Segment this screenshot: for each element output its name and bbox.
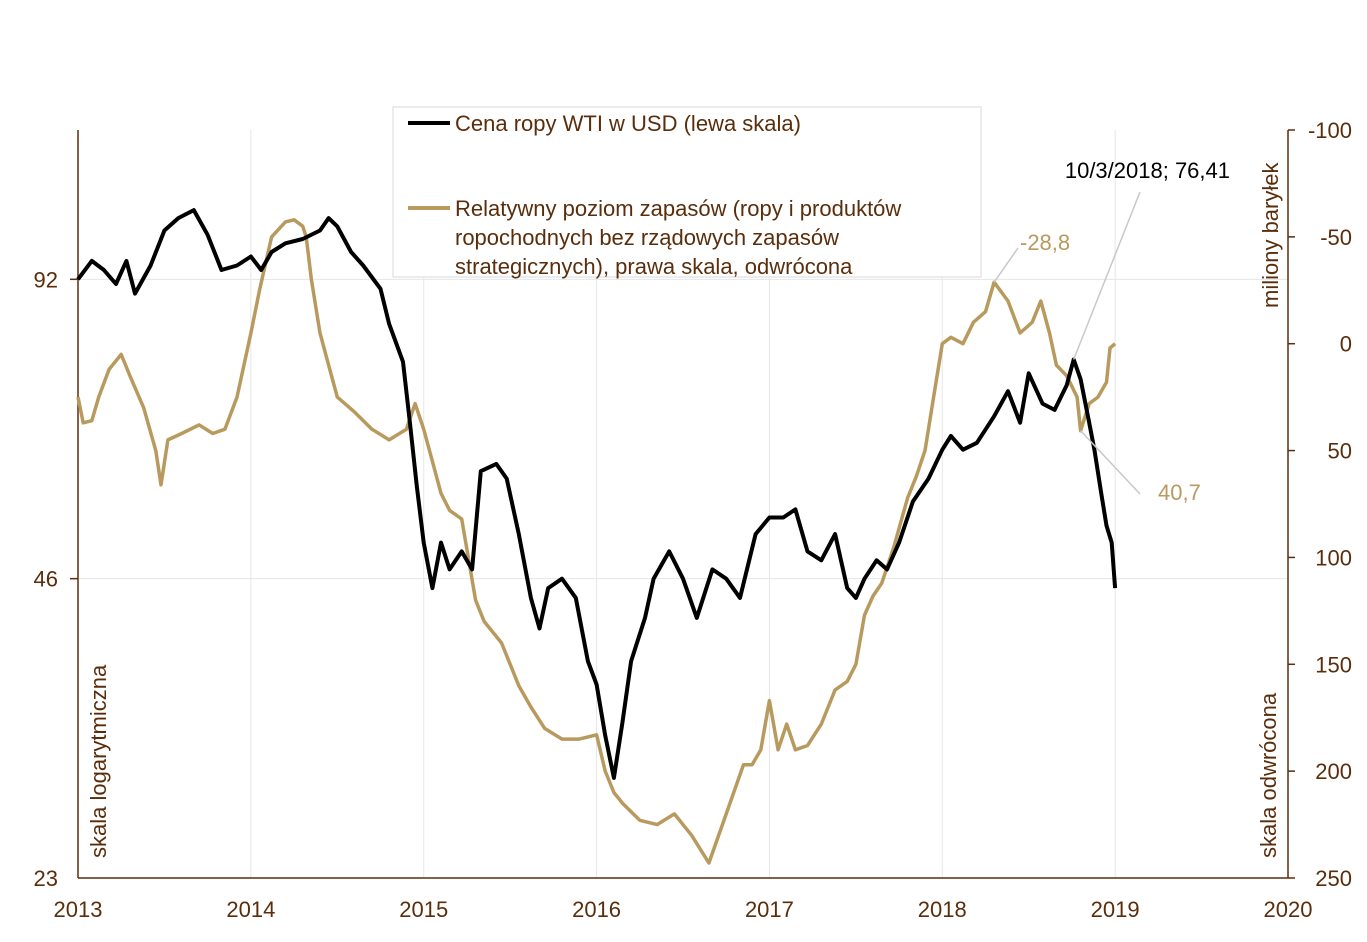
- series-line-wti: [76, 208, 1118, 780]
- annotation-label: 10/3/2018; 76,41: [1065, 158, 1230, 183]
- legend-label-line: Relatywny poziom zapasów (ropy i produkt…: [455, 196, 901, 221]
- right-tick-label: 100: [1315, 545, 1352, 570]
- legend: Cena ropy WTI w USD (lewa skala) Relatyw…: [392, 106, 982, 279]
- x-tick-label: 2013: [54, 897, 103, 922]
- right-tick-label: -100: [1308, 118, 1352, 143]
- annotations: 10/3/2018; 76,41 -28,8 40,7: [993, 158, 1230, 505]
- right-axis-label: skala odwrócona: [1256, 692, 1281, 858]
- x-tick-labels: 2013 2014 2015 2016 2017 2018 2019 2020: [54, 897, 1313, 922]
- right-tick-label: 0: [1340, 332, 1352, 357]
- series-line-inventory: [76, 218, 1117, 865]
- x-tick-label: 2018: [918, 897, 967, 922]
- right-tick-label: 200: [1315, 759, 1352, 784]
- annotation-leader-line: [993, 247, 1019, 283]
- x-tick-label: 2019: [1091, 897, 1140, 922]
- x-tick-label: 2014: [226, 897, 275, 922]
- right-tick-label: 150: [1315, 652, 1352, 677]
- left-tick-label: 46: [34, 567, 58, 592]
- annotation-label: 40,7: [1158, 480, 1201, 505]
- left-tick-label: 23: [34, 866, 58, 891]
- left-tick-labels: 23 46 92: [34, 267, 58, 891]
- x-tick-label: 2017: [745, 897, 794, 922]
- axes: [70, 129, 1295, 879]
- right-tick-labels: -100 -50 0 50 100 150 200 250: [1308, 118, 1352, 891]
- x-tick-label: 2016: [572, 897, 621, 922]
- series-layer: [76, 208, 1118, 865]
- legend-label-line: strategicznych), prawa skala, odwrócona: [455, 254, 853, 279]
- right-tick-label: 50: [1328, 439, 1352, 464]
- left-axis-label: skala logarytmiczna: [86, 664, 111, 858]
- annotation-leader-line: [1072, 191, 1141, 360]
- legend-box: [392, 106, 982, 278]
- legend-label-wti: Cena ropy WTI w USD (lewa skala): [455, 111, 801, 136]
- annotation-label: -28,8: [1020, 230, 1070, 255]
- annotation-leader-line: [1080, 430, 1141, 495]
- legend-label-line: ropochodnych bez rządowych zapasów: [455, 225, 839, 250]
- right-tick-label: -50: [1320, 225, 1352, 250]
- left-tick-label: 92: [34, 267, 58, 292]
- x-tick-label: 2015: [399, 897, 448, 922]
- legend-label-inventory: Relatywny poziom zapasów (ropy i produkt…: [455, 196, 901, 279]
- right-axis-title: miliony baryłek: [1258, 162, 1283, 308]
- x-tick-label: 2020: [1264, 897, 1313, 922]
- right-tick-label: 250: [1315, 866, 1352, 891]
